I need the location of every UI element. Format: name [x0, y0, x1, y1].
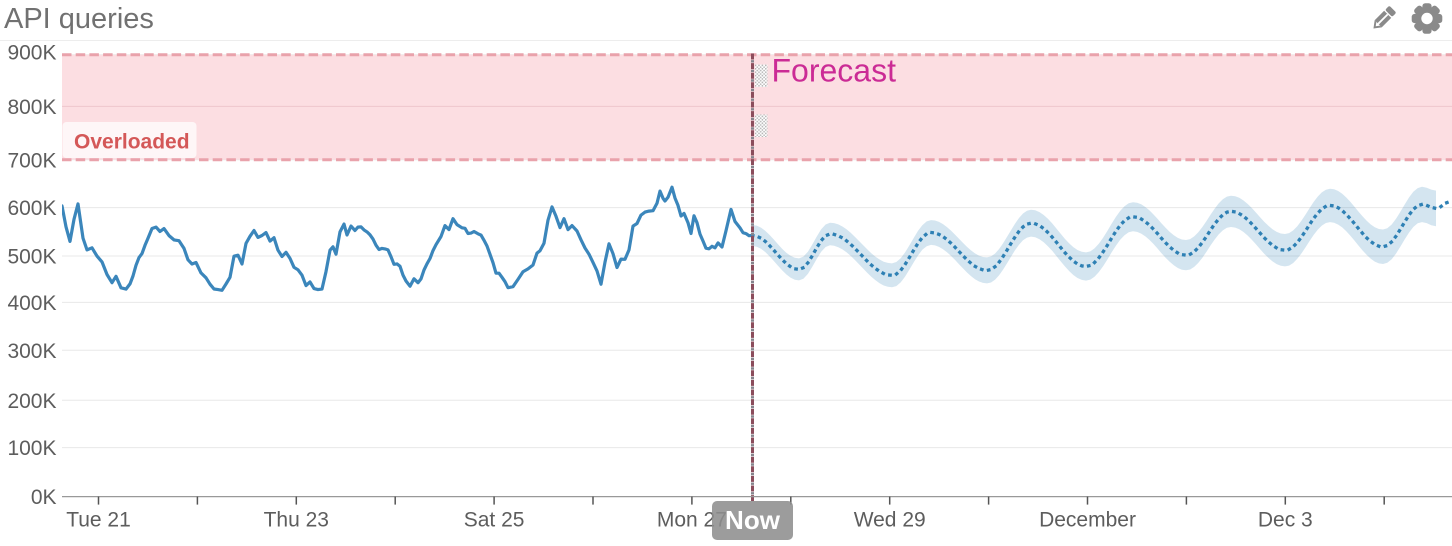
svg-text:Now: Now: [725, 505, 781, 535]
svg-text:0K: 0K: [31, 486, 57, 509]
svg-text:API queries: API queries: [4, 3, 154, 35]
svg-text:800K: 800K: [7, 96, 56, 119]
svg-text:Tue 21: Tue 21: [66, 509, 131, 532]
svg-text:300K: 300K: [7, 340, 56, 363]
svg-text:Thu 23: Thu 23: [264, 509, 329, 532]
svg-text:Sat 25: Sat 25: [464, 509, 525, 532]
svg-text:Mon 27: Mon 27: [657, 509, 727, 532]
svg-text:400K: 400K: [7, 292, 56, 315]
svg-text:Dec 3: Dec 3: [1258, 509, 1313, 532]
svg-text:600K: 600K: [7, 197, 56, 220]
svg-text:900K: 900K: [7, 42, 56, 65]
svg-text:December: December: [1039, 509, 1136, 532]
svg-text:200K: 200K: [7, 390, 56, 413]
svg-text:Forecast: Forecast: [772, 53, 897, 89]
svg-text:700K: 700K: [7, 149, 56, 172]
svg-text:500K: 500K: [7, 246, 56, 269]
svg-text:Overloaded: Overloaded: [74, 131, 190, 154]
svg-text:100K: 100K: [7, 437, 56, 460]
svg-text:Wed 29: Wed 29: [854, 509, 926, 532]
